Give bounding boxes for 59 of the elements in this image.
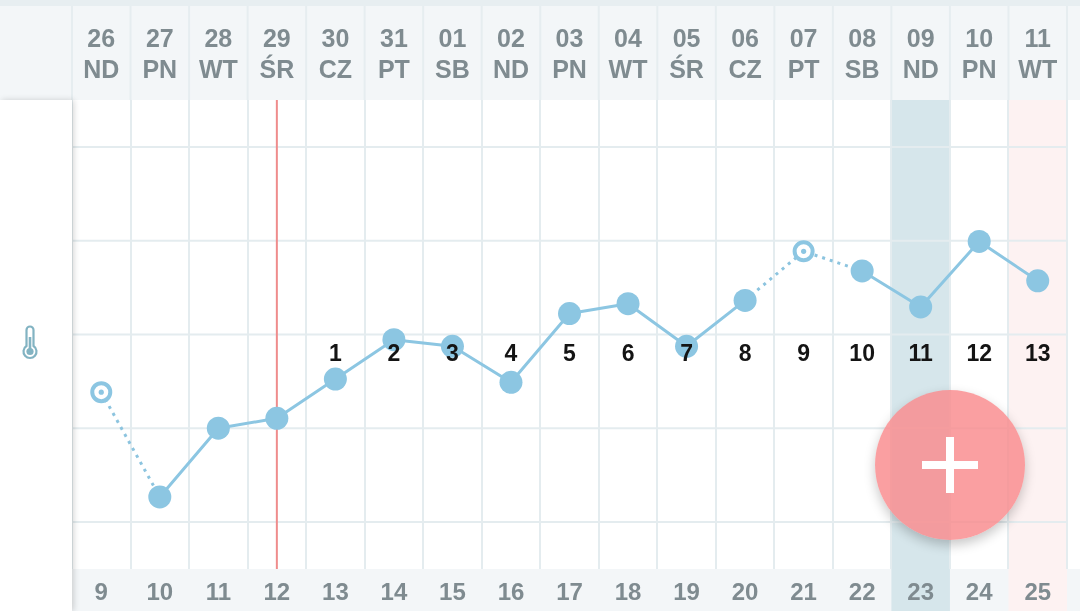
x2-tick-label: 17 (556, 578, 583, 606)
point (323, 367, 347, 391)
point (616, 292, 640, 316)
x2-tick-label: 15 (439, 578, 466, 606)
annotation: 5 (563, 340, 577, 367)
annotation: 12 (966, 340, 992, 367)
x-tick-label: 08 SB (844, 24, 880, 83)
x-tick-label: 27 PN (142, 24, 178, 83)
x2-tick-label: 16 (497, 578, 525, 606)
annotation: 6 (621, 340, 635, 367)
annotation: 11 (908, 340, 934, 367)
x-tick-label: 06 CZ (728, 24, 762, 83)
x-tick-label: 29 ŚR (259, 24, 295, 83)
point (909, 295, 933, 319)
point (792, 240, 815, 263)
point (499, 370, 523, 394)
point (1026, 269, 1050, 293)
x2-tick-label: 14 (380, 578, 408, 606)
annotation: 9 (797, 340, 811, 367)
x-tick-label: 26 ND (83, 24, 120, 83)
x-tick-label: 28 WT (198, 24, 238, 83)
x2-tick-label: 21 (790, 578, 817, 606)
x2-tick-label: 25 (1024, 578, 1052, 606)
x2-tick-label: 22 (848, 578, 876, 606)
annotation: 2 (387, 340, 401, 367)
point (733, 288, 757, 312)
x2-tick-label: 9 (94, 578, 108, 606)
point (850, 259, 874, 283)
annotation: 1 (328, 340, 342, 367)
x-tick-label: 03 PN (552, 24, 587, 83)
x2-tick-label: 11 (205, 578, 232, 606)
x2-tick-label: 13 (322, 578, 349, 606)
x-tick-label: 09 ND (902, 24, 939, 83)
point (967, 229, 991, 253)
point (206, 416, 230, 440)
x2-tick-label: 23 (907, 578, 935, 606)
x2-tick-label: 19 (673, 578, 700, 606)
x2-tick-label: 10 (146, 578, 174, 606)
annotation: 4 (504, 340, 518, 367)
annotation: 8 (738, 340, 752, 367)
point (265, 406, 289, 430)
x-tick-label: 01 SB (435, 24, 470, 83)
x-tick-label: 05 ŚR (669, 24, 704, 83)
x-tick-label: 11 WT (1018, 24, 1058, 83)
x-tick-label: 31 PT (377, 24, 410, 83)
x2-tick-label: 12 (263, 578, 291, 606)
point (148, 485, 172, 509)
x2-tick-label: 24 (965, 578, 994, 606)
annotation: 13 (1024, 340, 1051, 367)
annotation: 10 (849, 340, 875, 367)
point (558, 302, 581, 326)
x-tick-label: 30 CZ (318, 24, 353, 83)
x-tick-label: 04 WT (608, 24, 648, 83)
x-tick-label: 02 ND (492, 24, 530, 83)
x-tick-label: 07 PT (787, 24, 820, 83)
x-tick-label: 10 PN (961, 24, 997, 83)
x2-tick-label: 20 (731, 578, 759, 606)
x2-tick-label: 18 (614, 578, 642, 606)
point (90, 381, 113, 404)
